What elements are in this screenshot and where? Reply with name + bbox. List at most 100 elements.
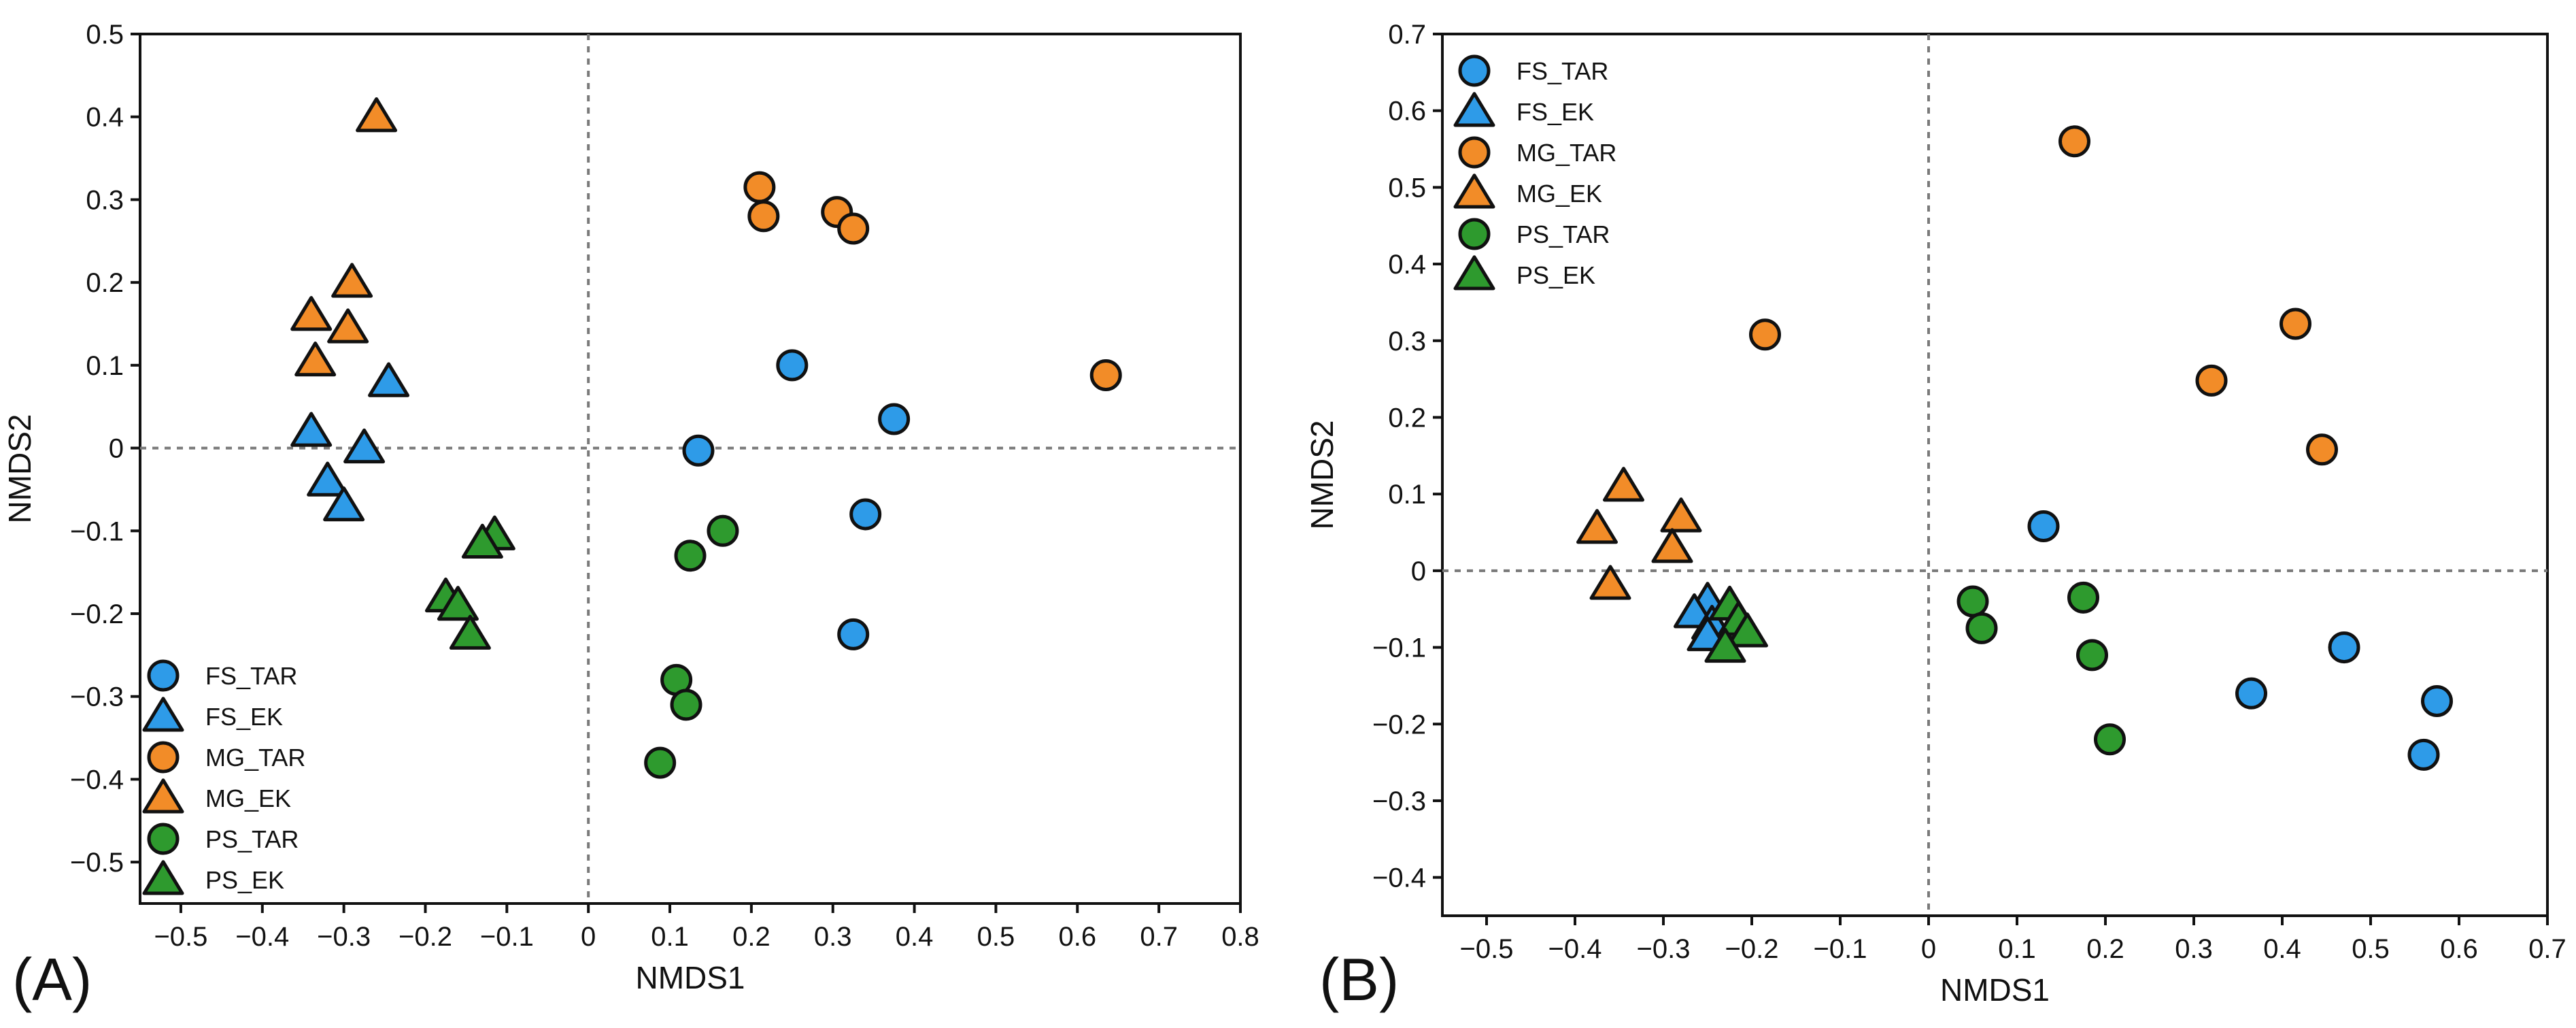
- x-tick-label: 0.5: [977, 922, 1015, 952]
- y-tick-label: −0.5: [70, 848, 124, 878]
- series-fs-tar: [2027, 510, 2453, 771]
- data-point: [670, 689, 702, 721]
- x-tick-label: −0.5: [1460, 934, 1514, 964]
- y-tick-label: −0.2: [70, 599, 124, 629]
- x-tick-label: 0.6: [2440, 934, 2478, 964]
- data-point: [1603, 467, 1644, 502]
- x-tick-label: 0.4: [896, 922, 934, 952]
- data-point: [2094, 723, 2126, 756]
- legend-label: MG_EK: [1516, 180, 1602, 208]
- y-tick-label: −0.1: [70, 516, 124, 546]
- data-point: [327, 308, 369, 344]
- y-tick-label: 0: [109, 434, 124, 464]
- x-tick-label: 0.2: [2086, 934, 2124, 964]
- data-point: [1749, 318, 1781, 351]
- data-point: [1576, 509, 1618, 544]
- series-fs-ek: [290, 362, 410, 522]
- y-tick-label: 0.7: [1388, 20, 1426, 50]
- x-tick-label: −0.3: [317, 922, 371, 952]
- chart-panel-b: −0.5 −0.4 −0.3 −0.2 −0.1 0 0.1 0.2 0.3 0.4 0.5 0.6 0…: [1304, 20, 2566, 1013]
- x-tick-label: −0.3: [1637, 934, 1691, 964]
- legend-label: MG_TAR: [205, 744, 305, 772]
- series-ps-tar: [644, 514, 739, 779]
- x-tick-label: 0.2: [732, 922, 770, 952]
- legend-label: FS_TAR: [1516, 57, 1608, 85]
- x-tick-label: −0.1: [1814, 934, 1867, 964]
- y-axis-title: NMDS2: [2, 414, 37, 523]
- y-tick-label: 0.2: [1388, 403, 1426, 433]
- legend-label: FS_EK: [205, 703, 283, 731]
- x-tick-label: −0.5: [154, 922, 207, 952]
- data-point: [323, 486, 365, 522]
- y-tick-label: 0.1: [86, 351, 124, 381]
- legend-marker-mg-ek: [1453, 173, 1495, 209]
- x-tick-label: −0.2: [1725, 934, 1779, 964]
- y-tick-label: 0.4: [86, 103, 124, 133]
- y-tick-label: −0.4: [1372, 863, 1426, 893]
- data-point: [1589, 565, 1631, 600]
- y-tick-label: −0.3: [70, 682, 124, 712]
- data-point: [1956, 585, 1989, 618]
- legend-marker-mg-tar: [147, 741, 180, 774]
- data-point: [682, 434, 715, 467]
- y-tick-label: 0: [1411, 557, 1426, 586]
- data-point: [2195, 364, 2228, 397]
- legend-label: MG_EK: [205, 784, 291, 812]
- data-point: [2421, 684, 2453, 717]
- x-tick-label: 0.8: [1221, 922, 1259, 952]
- data-point: [2407, 738, 2440, 771]
- data-point: [644, 746, 677, 779]
- y-tick-label: 0.1: [1388, 480, 1426, 510]
- legend-marker-ps-tar: [1458, 218, 1491, 250]
- legend-label: PS_TAR: [1516, 220, 1610, 248]
- data-point: [331, 263, 373, 298]
- data-point: [1704, 627, 1746, 663]
- data-point: [1727, 612, 1768, 648]
- data-point: [356, 97, 398, 133]
- legend: FS_TAR FS_EK MG_TAR MG_EK PS_TAR PS_EK: [1453, 54, 1616, 291]
- series-mg-ek: [290, 97, 398, 377]
- x-tick-label: 0.7: [2528, 934, 2566, 964]
- data-point: [449, 614, 491, 650]
- data-point: [2306, 433, 2338, 466]
- plot-frame: [1441, 33, 2549, 917]
- x-tick-label: 0.1: [651, 922, 689, 952]
- data-point: [368, 362, 410, 397]
- data-point: [2076, 639, 2108, 671]
- plot-frame: [139, 33, 1242, 905]
- data-point: [290, 412, 333, 447]
- x-tick-label: −0.4: [1548, 934, 1602, 964]
- series-fs-tar: [682, 349, 911, 650]
- legend-marker-ps-ek: [1453, 255, 1495, 291]
- legend-marker-fs-tar: [1458, 54, 1491, 87]
- series-mg-ek: [1576, 467, 1702, 600]
- legend-label: FS_EK: [1516, 98, 1594, 126]
- data-point: [1660, 497, 1702, 533]
- data-point: [849, 498, 882, 531]
- x-tick-label: 0.5: [2352, 934, 2390, 964]
- legend-label: MG_TAR: [1516, 139, 1616, 167]
- data-point: [343, 428, 386, 464]
- data-point: [307, 461, 349, 497]
- panel-label: (A): [12, 946, 92, 1013]
- legend-marker-ps-ek: [142, 860, 184, 895]
- legend-marker-fs-tar: [147, 659, 180, 692]
- data-point: [1965, 612, 1998, 644]
- data-point: [290, 296, 333, 331]
- series-ps-ek: [424, 515, 515, 650]
- legend-marker-ps-tar: [147, 823, 180, 855]
- legend-marker-fs-ek: [142, 697, 184, 732]
- y-tick-label: −0.4: [70, 765, 124, 795]
- legend-label: PS_EK: [1516, 261, 1595, 289]
- data-point: [2328, 631, 2360, 664]
- y-tick-label: 0.5: [86, 20, 124, 50]
- x-axis-title: NMDS1: [1940, 972, 2050, 1008]
- y-tick-label: 0.4: [1388, 250, 1426, 280]
- data-point: [2058, 125, 2090, 158]
- data-point: [461, 523, 503, 559]
- y-tick-label: −0.2: [1372, 710, 1426, 740]
- y-tick-label: −0.1: [1372, 633, 1426, 663]
- y-tick-label: 0.3: [86, 185, 124, 215]
- x-tick-label: −0.2: [399, 922, 452, 952]
